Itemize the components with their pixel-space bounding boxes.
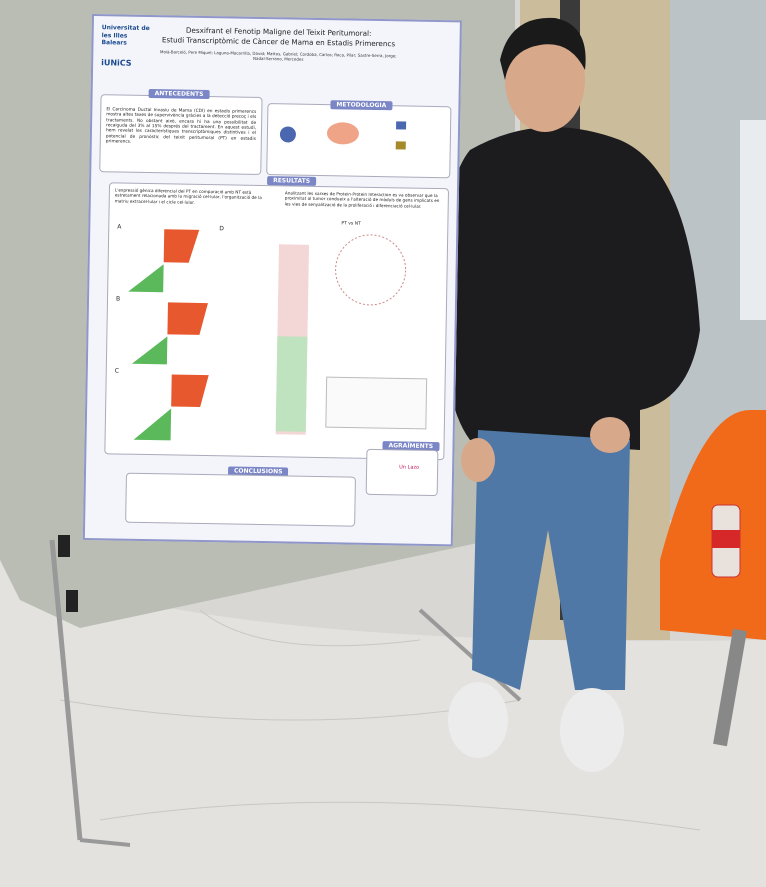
icon — [396, 121, 407, 130]
antecedents-text: El Carcinoma Ductal Invasiu de Mama (CDI… — [105, 107, 257, 145]
person-face — [505, 28, 585, 132]
authors: Moià-Barceló, Pere Miquel; Laguna-Macarr… — [160, 49, 397, 62]
person-hand — [590, 417, 630, 453]
section-heading: METODOLOGIA — [330, 100, 393, 111]
person-hair — [500, 17, 586, 80]
bar-figure — [131, 336, 168, 365]
methodology-box — [266, 103, 452, 179]
conclusions-box — [125, 472, 356, 527]
person-jeans — [472, 430, 630, 690]
clip — [66, 590, 78, 612]
methodology-diagram — [279, 121, 407, 150]
heatmap — [275, 336, 308, 432]
antecedents-box: El Carcinoma Ductal Invasiu de Mama (CDI… — [99, 94, 263, 175]
clip — [58, 535, 70, 557]
chair-leg — [713, 628, 747, 747]
logo: iUNiCS — [101, 58, 132, 68]
section-heading: ANTECEDENTS — [148, 89, 210, 100]
logo: Universitat de les Illes Balears — [101, 24, 150, 47]
bar-figure — [133, 408, 172, 441]
survival-plot — [325, 376, 428, 430]
bar-figure — [128, 264, 164, 293]
bar-figure — [167, 302, 208, 335]
icon — [395, 141, 406, 150]
shoe-left — [448, 682, 508, 758]
bar-figure — [163, 229, 200, 263]
icon — [326, 122, 359, 145]
network — [335, 234, 407, 306]
board-foot — [79, 838, 131, 847]
sponsor: Un Lazo — [399, 464, 420, 471]
shoe-right — [560, 688, 624, 772]
icon — [279, 126, 296, 143]
window-blind — [740, 120, 766, 320]
poster: Universitat de les Illes Balears iUNiCS … — [82, 14, 462, 547]
bar-figure — [171, 374, 209, 407]
person-sweater — [440, 127, 700, 450]
acknowledgements-box: Un Lazo — [365, 448, 439, 497]
results-figures — [128, 229, 428, 441]
bottle-label — [712, 530, 740, 548]
results-box: L'expressió gènica diferencial del PT en… — [104, 182, 450, 461]
person-hand — [461, 438, 495, 482]
board-leg — [49, 539, 83, 841]
board-foot — [418, 608, 522, 702]
